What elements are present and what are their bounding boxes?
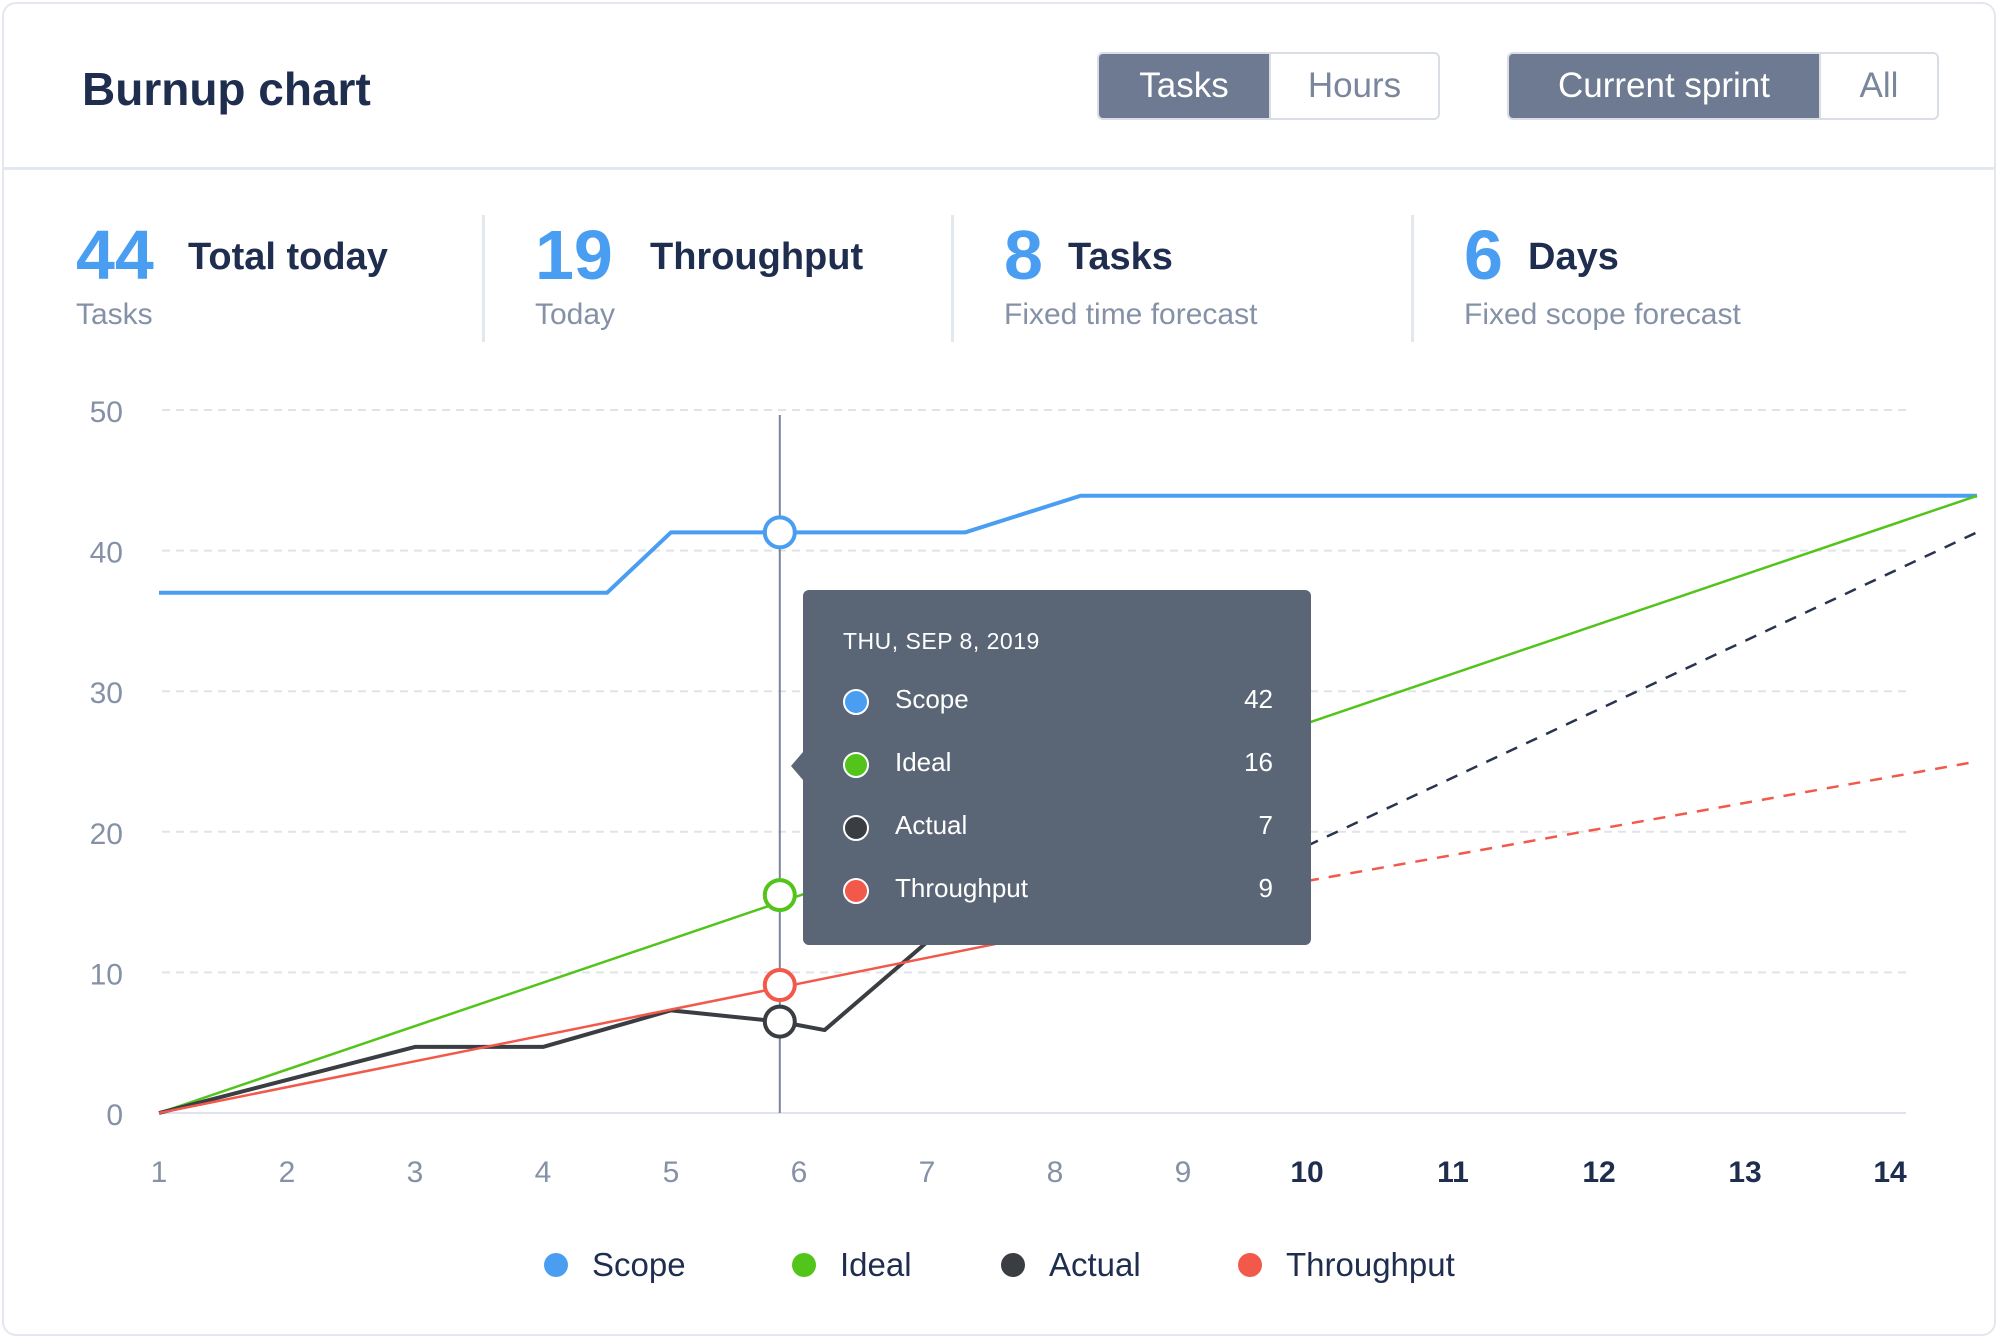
x-tick-label: 11 [1437, 1156, 1469, 1189]
x-tick-label: 6 [791, 1156, 808, 1189]
marker-actual [762, 1004, 797, 1039]
throughput-dot-icon [843, 878, 869, 904]
stat-label: Total today [188, 236, 388, 278]
legend-label: Actual [1049, 1246, 1141, 1283]
all-toggle-button[interactable]: All [1819, 54, 1937, 118]
tooltip-row-throughput: Throughput 9 [843, 871, 1273, 911]
x-tick-label: 8 [1047, 1156, 1064, 1189]
stat-value: 8 [1004, 216, 1043, 294]
page-title: Burnup chart [82, 63, 371, 115]
tooltip-row-scope: Scope 42 [843, 682, 1273, 722]
tooltip-row-ideal: Ideal 16 [843, 745, 1273, 785]
marker-scope [762, 515, 797, 550]
ideal-dot-icon [843, 752, 869, 778]
stat-divider [1411, 215, 1414, 342]
tooltip-row-name: Actual [895, 810, 968, 840]
x-tick-label: 10 [1290, 1156, 1323, 1189]
marker-throughput [762, 968, 797, 1003]
stat-sub: Fixed scope forecast [1464, 298, 1741, 331]
stat-label: Throughput [650, 236, 864, 278]
actual-dot-icon [843, 815, 869, 841]
y-tick-label: 30 [90, 677, 123, 710]
x-tick-label: 2 [279, 1156, 296, 1189]
series-line-throughput-forecast [1306, 760, 1978, 883]
stat-value: 6 [1464, 216, 1503, 294]
tooltip-row-value: 7 [1258, 810, 1273, 840]
hours-toggle-button[interactable]: Hours [1269, 54, 1438, 118]
x-tick-label: 13 [1728, 1156, 1761, 1189]
tooltip-row-actual: Actual 7 [843, 808, 1273, 848]
x-tick-label: 1 [151, 1156, 168, 1189]
x-tick-label: 5 [663, 1156, 680, 1189]
series-line-actual-forecast [1306, 531, 1978, 847]
card-header: Burnup chart Tasks Hours Current sprint … [4, 4, 1994, 170]
tooltip-row-value: 16 [1244, 747, 1273, 777]
scope-dot-icon [843, 689, 869, 715]
y-tick-label: 0 [106, 1099, 123, 1132]
stat-label: Days [1528, 236, 1619, 278]
unit-toggle: Tasks Hours [1097, 52, 1440, 120]
stats-row: 44 Total today Tasks 19 Throughput Today… [0, 210, 2000, 345]
x-tick-label: 9 [1175, 1156, 1192, 1189]
tooltip-row-value: 42 [1244, 684, 1273, 714]
tooltip-row-name: Scope [895, 684, 969, 714]
tooltip-date: THU, SEP 8, 2019 [843, 628, 1040, 654]
legend-item-ideal[interactable]: Ideal [792, 1240, 912, 1290]
legend-item-throughput[interactable]: Throughput [1238, 1240, 1455, 1290]
marker-ideal [762, 878, 797, 913]
legend-label: Throughput [1286, 1246, 1455, 1283]
legend-item-actual[interactable]: Actual [1001, 1240, 1141, 1290]
range-toggle: Current sprint All [1507, 52, 1939, 120]
chart-legend: Scope Ideal Actual Throughput [0, 1240, 2000, 1290]
y-tick-label: 40 [90, 537, 123, 570]
stat-sub: Fixed time forecast [1004, 298, 1258, 331]
ideal-legend-icon [792, 1253, 816, 1277]
x-tick-label: 7 [919, 1156, 936, 1189]
x-tick-label: 12 [1582, 1156, 1615, 1189]
stat-label: Tasks [1068, 236, 1173, 278]
legend-label: Ideal [840, 1246, 912, 1283]
chart-tooltip: THU, SEP 8, 2019 Scope 42 Ideal 16 Actua… [791, 590, 1311, 945]
legend-item-scope[interactable]: Scope [544, 1240, 686, 1290]
tooltip-arrow [791, 752, 803, 780]
stat-divider [482, 215, 485, 342]
x-tick-label: 4 [535, 1156, 552, 1189]
y-tick-label: 20 [90, 818, 123, 851]
actual-legend-icon [1001, 1253, 1025, 1277]
stat-divider [951, 215, 954, 342]
stat-value: 44 [76, 216, 154, 294]
stat-sub: Tasks [76, 298, 153, 331]
y-tick-label: 10 [90, 958, 123, 991]
tooltip-row-name: Ideal [895, 747, 952, 777]
x-tick-label: 3 [407, 1156, 424, 1189]
stat-value: 19 [535, 216, 613, 294]
tooltip-row-value: 9 [1258, 873, 1273, 903]
throughput-legend-icon [1238, 1253, 1262, 1277]
x-tick-label: 14 [1873, 1156, 1907, 1189]
legend-label: Scope [592, 1246, 686, 1283]
tasks-toggle-button[interactable]: Tasks [1099, 54, 1269, 118]
y-tick-label: 50 [90, 396, 123, 429]
stat-sub: Today [535, 298, 616, 331]
series-line-scope [159, 493, 1977, 595]
current-sprint-toggle-button[interactable]: Current sprint [1509, 54, 1819, 118]
scope-legend-icon [544, 1253, 568, 1277]
tooltip-row-name: Throughput [895, 873, 1028, 903]
